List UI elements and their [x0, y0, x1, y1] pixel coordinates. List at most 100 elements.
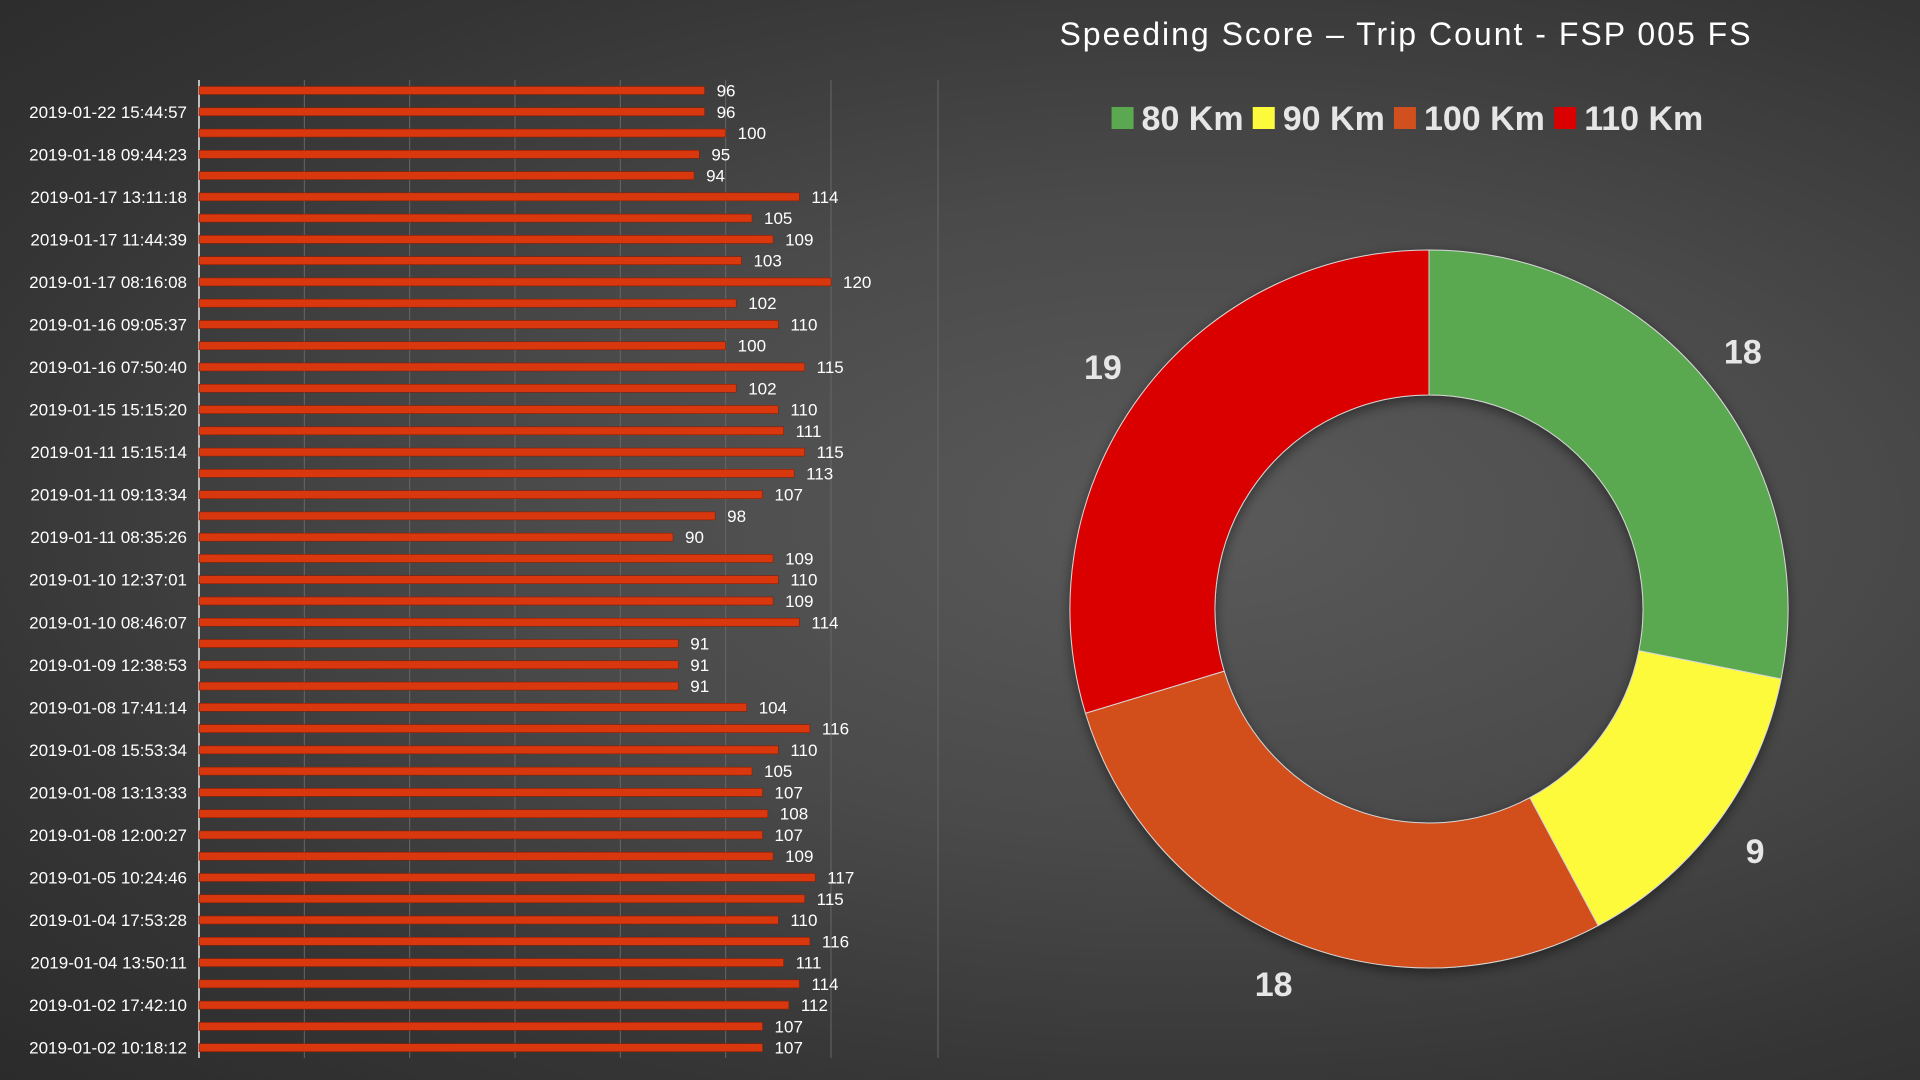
category-label: 2019-01-17 13:11:18 [30, 188, 187, 207]
bar-series [198, 86, 832, 1052]
bar-value-label: 105 [764, 762, 792, 781]
bar-value-label: 96 [717, 103, 736, 122]
bar [198, 192, 800, 202]
donut-chart: Speeding Score – Trip Count - FSP 005 FS… [1059, 16, 1789, 1004]
bar-value-label: 108 [780, 805, 808, 824]
slice-value-label: 9 [1746, 833, 1765, 871]
category-label: 2019-01-08 15:53:34 [29, 741, 187, 760]
chart-title: Speeding Score – Trip Count - FSP 005 FS [1059, 16, 1752, 52]
bar [198, 320, 779, 329]
bar-value-label: 104 [759, 698, 787, 717]
category-label: 2019-01-04 17:53:28 [29, 911, 187, 930]
bar-value-label: 103 [753, 252, 781, 271]
category-axis-labels: 2019-01-22 15:44:57 2019-01-18 09:44:23 20… [29, 103, 187, 1058]
bar [198, 617, 800, 627]
bar-value-label: 110 [790, 315, 817, 334]
bar [198, 1022, 763, 1031]
bar-value-label: 90 [685, 528, 704, 547]
bar [198, 639, 679, 648]
bar [198, 724, 811, 733]
bar-value-label: 115 [817, 443, 844, 462]
bar-value-label: 109 [785, 592, 813, 611]
bar-value-label: 102 [748, 379, 776, 398]
bar-value-label: 114 [811, 188, 838, 207]
bar [198, 511, 716, 521]
bar-value-label: 116 [822, 720, 849, 739]
legend-swatch [1554, 107, 1577, 129]
bar-value-label: 109 [785, 847, 813, 866]
bar [198, 383, 737, 393]
bar-value-label: 109 [785, 549, 813, 568]
legend-swatch [1393, 107, 1416, 129]
bar-value-label: 91 [690, 677, 709, 696]
category-label: 2019-01-08 12:00:27 [29, 826, 187, 845]
bar [198, 256, 742, 265]
bar [198, 447, 805, 457]
bar-value-label: 109 [785, 230, 813, 249]
legend-label: 110 Km [1584, 100, 1703, 138]
donut-slice [1084, 670, 1599, 969]
category-label: 2019-01-08 13:13:33 [29, 783, 187, 802]
donut-slice [1529, 650, 1782, 927]
bar [198, 979, 800, 989]
bar [198, 235, 774, 244]
legend-swatch [1252, 107, 1275, 129]
bar-value-label: 102 [748, 294, 776, 313]
bar [198, 936, 811, 946]
bar [198, 915, 779, 925]
bar [198, 894, 805, 904]
donut-slice [1428, 249, 1789, 680]
bar-value-label: 120 [843, 273, 871, 292]
slice-value-label: 18 [1724, 333, 1762, 371]
bar [198, 1000, 790, 1010]
bar [198, 766, 753, 776]
bar-chart: 9696100959411410510910312010211010011510… [29, 80, 871, 1058]
category-label: 2019-01-22 15:44:57 [29, 103, 187, 122]
bar-value-label: 105 [764, 209, 792, 228]
bar-value-label: 91 [690, 656, 709, 675]
category-label: 2019-01-11 08:35:26 [30, 528, 187, 547]
bar [198, 171, 695, 180]
bar [198, 86, 705, 95]
bar [198, 596, 774, 606]
category-label: 2019-01-04 13:50:11 [30, 954, 187, 973]
donut-slice [1069, 249, 1430, 714]
category-label: 2019-01-09 12:38:53 [29, 656, 187, 675]
category-label: 2019-01-17 11:44:39 [30, 230, 187, 249]
category-label: 2019-01-11 15:15:14 [30, 443, 187, 462]
category-label: 2019-01-10 08:46:07 [29, 613, 187, 632]
bar [198, 1043, 763, 1052]
bar-value-label: 107 [775, 783, 803, 802]
bar [198, 362, 805, 372]
bar-value-label: 113 [806, 464, 833, 483]
bar-grid [198, 80, 832, 1058]
bar [198, 660, 679, 670]
bar [198, 681, 679, 691]
bar [198, 575, 779, 585]
bar-value-label: 112 [801, 996, 828, 1015]
legend-label: 80 Km [1142, 100, 1244, 138]
category-label: 2019-01-18 09:44:23 [29, 145, 187, 164]
bar [198, 277, 832, 287]
bar-value-label: 91 [690, 635, 709, 654]
category-label: 2019-01-08 17:41:14 [29, 698, 187, 717]
bar [198, 213, 753, 223]
legend: 80 Km 90 Km 100 Km 110 Km [1111, 100, 1703, 138]
category-label: 2019-01-05 10:24:46 [29, 868, 187, 887]
bar-value-label: 111 [796, 954, 822, 973]
bar-value-label: 116 [822, 932, 849, 951]
bar-value-label: 115 [817, 890, 844, 909]
bar [198, 788, 763, 797]
bar [198, 958, 784, 967]
bar-value-label: 100 [738, 124, 766, 143]
bar-value-label: 117 [827, 868, 854, 887]
bar-value-label: 107 [775, 1017, 803, 1036]
category-label: 2019-01-16 09:05:37 [29, 315, 187, 334]
bar [198, 107, 705, 117]
bar-value-label: 110 [790, 571, 817, 590]
category-label: 2019-01-15 15:15:20 [29, 401, 187, 420]
bar [198, 703, 748, 712]
bar [198, 298, 737, 308]
bar-value-label: 96 [717, 82, 736, 101]
